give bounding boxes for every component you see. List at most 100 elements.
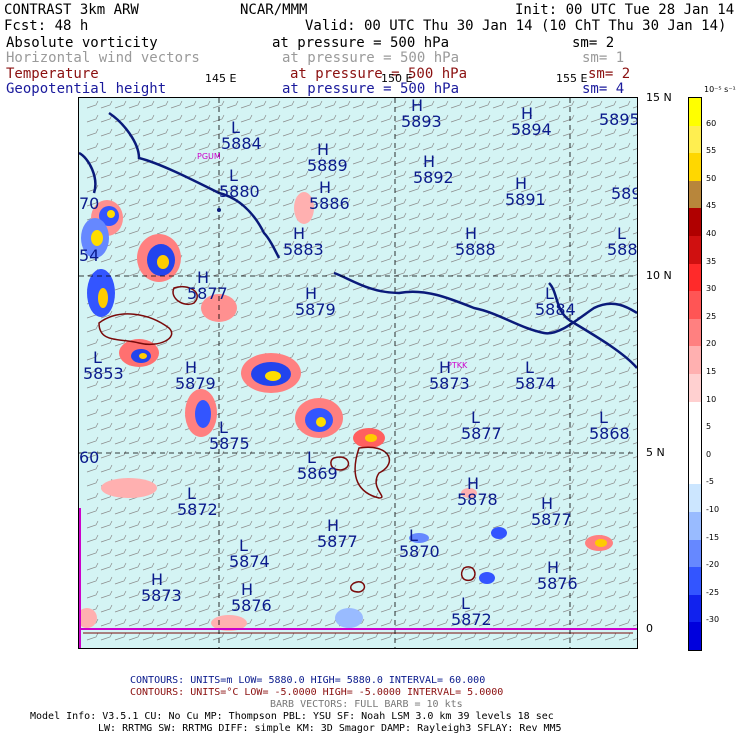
height-value: 5877 [531,510,572,529]
footer-barb-info: BARB VECTORS: FULL BARB = 10 kts [270,699,463,710]
colorbar-swatch [689,153,701,181]
high-low-marker: L [229,166,238,185]
high-low-marker: L [239,536,248,555]
height-label: H 5883 [283,226,324,258]
init-time: Init: 00 UTC Tue 28 Jan 14 [515,2,735,18]
lat-label-0: 0 [646,622,653,635]
height-value: 60 [79,448,100,467]
height-label: 5895 [599,98,638,129]
colorbar-level-label: 0 [706,449,712,459]
high-low-marker: L [471,408,480,427]
high-low-marker: H [467,474,480,493]
height-value: 5876 [537,574,578,593]
height-value: 5891 [505,190,546,209]
colorbar-level-label: 45 [706,201,717,211]
map-panel: PGUM PTKK H 5893 H 5894 L 5884 H 5889 H 5892 L 5880… [78,97,638,649]
colorbar-swatch [689,429,701,457]
lat-label-15n: 15 N [646,91,672,104]
height-label: H 5886 [309,180,350,212]
height-value: 5883 [283,240,324,259]
height-value: 5874 [229,552,270,571]
field-sm-temperature: sm= 2 [588,66,631,82]
colorbar-level-label: 25 [706,311,717,321]
height-value: 5872 [451,610,492,629]
height-value: 5877 [461,424,502,443]
height-label: H 5894 [511,106,552,138]
colorbar-level-label: -25 [706,587,720,597]
height-value: 5894 [511,120,552,139]
height-label: H 5877 [531,496,572,528]
height-label: H 5873 [429,360,470,392]
height-value: 5889 [307,156,348,175]
high-low-marker: L [307,448,316,467]
height-label: H 5879 [295,286,336,318]
colorbar-level-label: 15 [706,367,717,376]
field-level-temperature: at pressure = 500 hPa [290,66,468,82]
high-low-marker: H [241,580,254,599]
field-name-geopotential: Geopotential height [6,81,167,97]
height-value: 5874 [515,374,556,393]
colorbar-level-label: -10 [706,505,720,514]
high-low-marker: L [409,526,418,545]
vorticity-shading [79,192,613,631]
organization: NCAR/MMM [240,2,308,18]
map-canvas [79,98,637,648]
high-low-marker: H [197,268,210,287]
high-low-marker: H [547,558,560,577]
height-label: L 5868 [589,410,630,442]
height-value: 5870 [399,542,440,561]
footer-height-contours: CONTOURS: UNITS=m LOW= 5880.0 HIGH= 5880… [130,675,486,686]
height-value: 5877 [317,532,358,551]
colorbar-unit: 10⁻⁵ s⁻¹ [704,85,736,94]
height-value: 5869 [297,464,338,483]
height-value: 5868 [589,424,630,443]
high-low-marker: H [411,97,424,115]
high-low-marker: L [93,348,102,367]
colorbar-swatch [689,622,701,650]
height-value: 5872 [177,500,218,519]
height-label: L 5884 [221,120,262,152]
height-label: L 5874 [229,538,270,570]
height-value: 5888 [455,240,496,259]
height-value: 5884 [221,134,262,153]
height-value: 5877 [187,284,228,303]
colorbar-level-label: -20 [706,560,720,570]
height-value: 5895 [599,110,638,129]
colorbar-swatch [689,456,701,485]
height-label: L 5880 [219,168,260,200]
height-label: H 5878 [457,476,498,508]
colorbar-level-label: 60 [706,118,717,128]
station-dot-pgum [217,208,221,212]
height-label: H 5876 [537,560,578,592]
height-label: 589 [611,170,637,202]
lon-label-155: 155 E [556,72,588,85]
footer-temperature-contours: CONTOURS: UNITS=°C LOW= -5.0000 HIGH= -5… [130,687,504,698]
colorbar-level-label: 10 [706,394,717,404]
height-label: L 5872 [451,596,492,628]
high-low-marker: L [219,418,228,437]
height-label: L 5869 [297,450,338,482]
colorbar [688,97,702,651]
colorbar-level-label: 50 [706,173,717,183]
colorbar-swatch [689,291,701,319]
field-sm-geopotential: sm= 4 [582,81,625,97]
colorbar-level-label: 35 [706,256,717,266]
height-label: L 5870 [399,528,440,560]
high-low-marker: H [465,224,478,243]
height-label: 60 [79,434,99,466]
field-level-geopotential: at pressure = 500 hPa [282,81,460,97]
field-sm-vorticity: sm= 2 [572,35,615,51]
height-label: H 5892 [413,154,454,186]
high-low-marker: L [617,224,626,243]
station-label-pgum: PGUM [197,152,221,161]
height-label: L 5874 [515,360,556,392]
height-value: 5878 [457,490,498,509]
height-value: 5880 [219,182,260,201]
high-low-marker: H [185,358,198,377]
high-low-marker: L [231,118,240,137]
height-label: H 5889 [307,142,348,174]
colorbar-swatch [689,235,701,264]
high-low-marker: H [305,284,318,303]
field-name-temperature: Temperature [6,66,99,82]
high-low-marker: L [525,358,534,377]
